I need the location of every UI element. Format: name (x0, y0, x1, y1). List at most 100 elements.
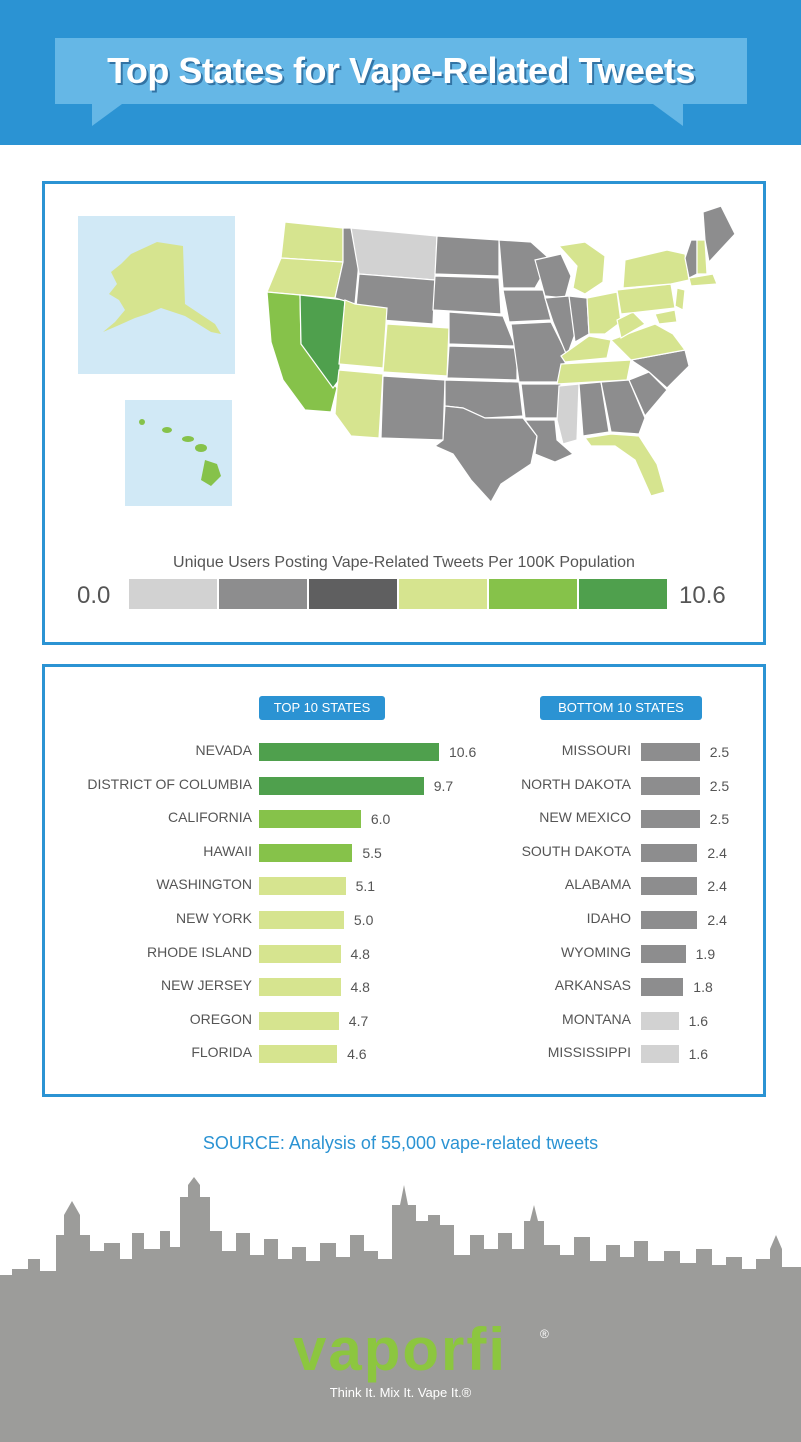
bar-mark (641, 978, 684, 997)
bar-category-label: OREGON (189, 1010, 252, 1027)
bar-mark (259, 743, 439, 761)
bar-mark (259, 911, 344, 929)
legend-swatch-3 (309, 579, 397, 609)
state-nebraska (448, 311, 516, 347)
legend-swatch-5 (489, 579, 577, 609)
state-west-virginia (616, 311, 646, 339)
state-new-jersey (674, 287, 686, 311)
legend-title: Unique Users Posting Vape-Related Tweets… (173, 554, 635, 571)
bar-value-label: 2.5 (709, 744, 730, 760)
brand-tagline: Think It. Mix It. Vape It.® (329, 1385, 472, 1400)
bar-category-label: WYOMING (561, 943, 631, 960)
state-florida (583, 433, 666, 497)
state-south-carolina (628, 371, 668, 418)
bar-category-label: ALABAMA (564, 876, 631, 893)
state-north-dakota (434, 235, 500, 277)
bar-category-label: HAWAII (203, 842, 252, 859)
legend-swatch-4 (399, 579, 487, 609)
bar-mark (259, 877, 346, 896)
state-hawaii-oahu (162, 427, 172, 433)
bar-value-label: 1.6 (688, 1012, 709, 1029)
state-alabama (578, 381, 610, 437)
bar-mark (259, 1011, 339, 1030)
rankings-panel: TOP 10 STATES BOTTOM 10 STATES NEVADA 10.… (42, 664, 766, 1097)
city-skyline-graphic (0, 1177, 801, 1442)
bar-value-label: 1.9 (695, 945, 716, 962)
legend-min-label: 0.0 (77, 582, 111, 609)
state-new-york (622, 249, 690, 289)
bar-value-label: 2.5 (709, 777, 730, 794)
bar-mark (641, 877, 698, 896)
bar-mark (641, 1045, 679, 1064)
bar-category-label: ARKANSAS (554, 977, 631, 994)
bar-category-label: MONTANA (562, 1010, 631, 1027)
bar-value-label: 2.4 (707, 844, 727, 861)
state-hawaii-big-island (201, 460, 221, 486)
state-south-dakota (432, 275, 502, 315)
state-illinois (544, 295, 576, 358)
state-hawaii-kauai (139, 419, 145, 425)
state-washington (280, 221, 344, 263)
state-maine (702, 205, 736, 264)
bar-value-label: 4.8 (350, 979, 370, 996)
bar-value-label: 1.8 (693, 979, 713, 996)
bar-mark (259, 776, 424, 795)
bar-value-label: 5.5 (362, 844, 382, 861)
bar-value-label: 4.6 (347, 1046, 367, 1063)
bar-category-label: CALIFORNIA (167, 809, 252, 826)
bar-mark (641, 1011, 679, 1030)
bar-category-label: NEVADA (195, 742, 252, 758)
legend-swatch-6 (579, 579, 667, 609)
state-texas (433, 405, 538, 504)
bar-category-label: MISSOURI (561, 742, 631, 758)
state-pennsylvania (616, 283, 676, 315)
bar-category-label: SOUTH DAKOTA (521, 842, 631, 859)
state-ohio (586, 291, 622, 335)
state-oregon (266, 257, 344, 299)
bar-mark (641, 944, 686, 963)
state-hawaii-molokai (182, 436, 194, 442)
bar-mark (259, 843, 353, 862)
logo-registered-mark: ® (540, 1327, 549, 1341)
state-michigan (557, 241, 606, 295)
bar-mark (641, 911, 698, 929)
bar-value-label: 1.6 (688, 1046, 709, 1063)
bar-mark (259, 810, 361, 829)
banner-notch-right (653, 104, 683, 126)
state-new-hampshire (696, 239, 708, 275)
header-band: Top States for Vape-Related Tweets (0, 0, 801, 145)
bar-mark (641, 843, 698, 862)
bottom-10-heading: BOTTOM 10 STATES (540, 696, 702, 720)
bar-category-label: NEW MEXICO (539, 809, 631, 826)
bar-value-label: 6.0 (370, 811, 391, 828)
legend-swatch-1 (129, 579, 217, 609)
banner-notch-left (92, 104, 122, 126)
legend-swatch-2 (219, 579, 307, 609)
bar-value-label: 10.6 (448, 744, 477, 760)
state-new-mexico (380, 375, 446, 441)
bar-mark (641, 810, 700, 829)
bar-value-label: 2.5 (709, 811, 730, 828)
bar-category-label: NORTH DAKOTA (521, 775, 631, 792)
bar-value-label: 5.0 (353, 912, 374, 928)
state-utah (338, 299, 388, 369)
bar-mark (259, 1045, 338, 1064)
legend-color-scale (129, 579, 667, 609)
us-choropleth-map (78, 205, 736, 506)
contiguous-states (266, 205, 736, 504)
bar-mark (641, 743, 700, 761)
state-kentucky (560, 335, 612, 363)
bar-value-label: 2.4 (707, 878, 727, 895)
logo-wordmark: vaporfi (293, 1318, 507, 1383)
bar-value-label: 4.7 (348, 1012, 369, 1029)
bar-category-label: MISSISSIPPI (547, 1044, 631, 1061)
source-note: SOURCE: Analysis of 55,000 vape-related … (202, 1133, 599, 1153)
state-alaska (103, 242, 221, 334)
title-banner (55, 38, 747, 104)
state-mississippi (556, 383, 580, 445)
state-louisiana (523, 419, 575, 463)
hawaii-inset-water (125, 400, 232, 506)
state-kansas (446, 345, 518, 381)
bar-category-label: DISTRICT OF COLUMBIA (87, 775, 252, 792)
bar-category-label: FLORIDA (191, 1044, 252, 1061)
